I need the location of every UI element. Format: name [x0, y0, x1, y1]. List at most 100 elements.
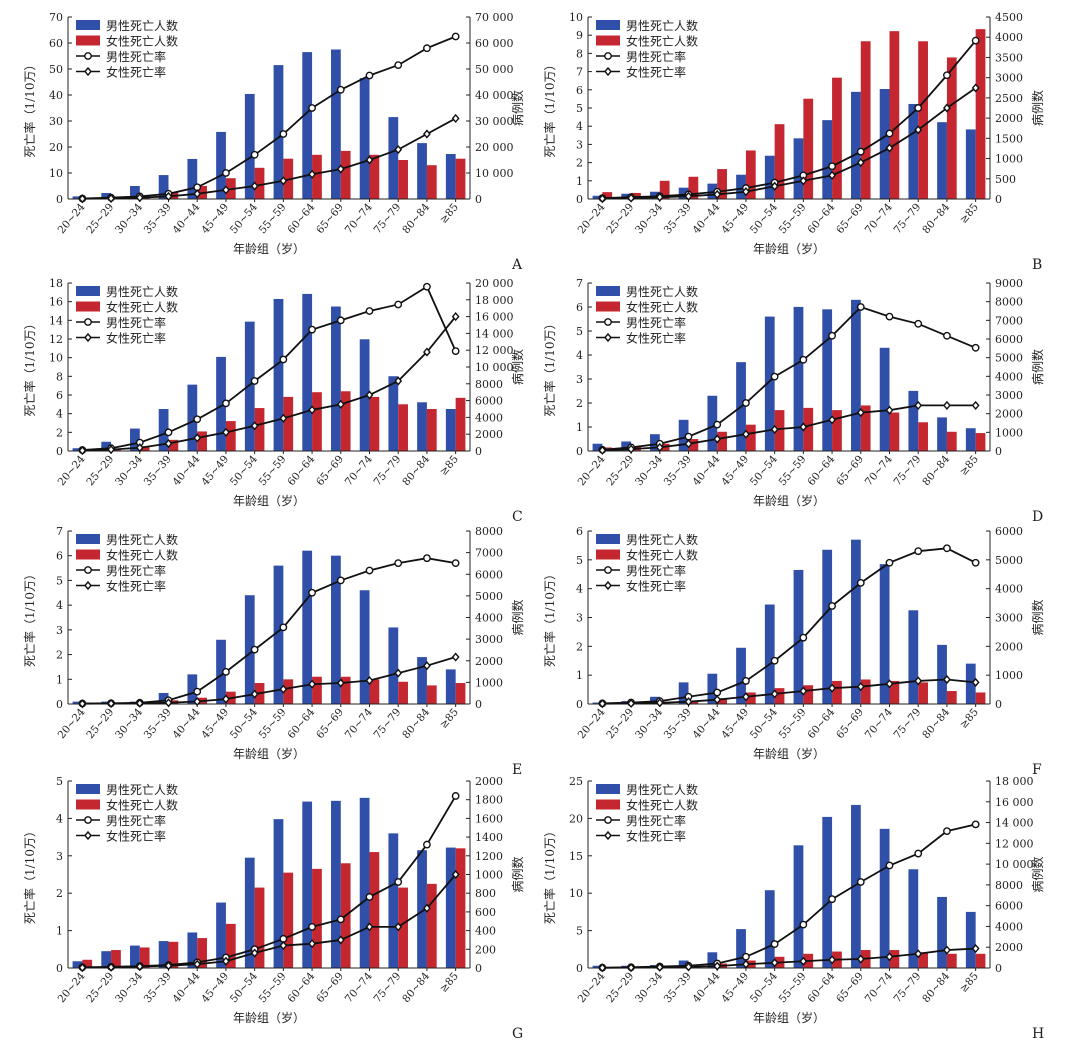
female-rate-point [828, 415, 836, 425]
right-tick-label: 1600 [475, 812, 503, 825]
female-rate-point [598, 445, 607, 455]
right-tick-label: 70 000 [475, 11, 514, 24]
x-tick-label: 35~39 [142, 453, 174, 488]
y-right-label: 病例数 [1030, 856, 1045, 892]
legend-label: 男性死亡人数 [626, 18, 698, 33]
panel-label: B [1032, 257, 1042, 273]
female-rate-point [250, 689, 259, 699]
female-rate-point [799, 686, 808, 696]
x-tick-label: 25~29 [84, 453, 116, 488]
legend-label: 女性死亡率 [626, 579, 686, 594]
x-tick-label: 35~39 [142, 201, 174, 236]
right-tick-label: 16 000 [995, 796, 1034, 809]
legend-label: 男性死亡人数 [106, 532, 178, 547]
female-deaths-bar [774, 688, 785, 704]
right-tick-label: 5000 [475, 590, 503, 603]
left-tick-label: 5 [56, 574, 63, 587]
female-deaths-bar [455, 397, 466, 451]
x-tick-label: 50~54 [748, 201, 780, 236]
right-tick-label: 20 000 [475, 277, 514, 290]
female-rate-point [742, 692, 750, 702]
legend-male-deaths-swatch [76, 20, 100, 30]
female-deaths-bar [774, 410, 785, 451]
male-deaths-bar [937, 896, 947, 968]
right-tick-label: 12 000 [995, 837, 1034, 850]
left-tick-label: 1 [576, 175, 583, 188]
x-axis-label: 年龄组（岁） [233, 241, 305, 256]
x-tick-label: 50~54 [228, 201, 260, 236]
x-tick-label: 20~24 [576, 453, 608, 488]
female-deaths-bar [860, 405, 871, 451]
male-rate-point [394, 61, 403, 69]
legend-label: 女性死亡率 [626, 829, 686, 844]
male-rate-point [713, 420, 722, 429]
female-rate-point [308, 939, 316, 949]
legend-female-deaths-swatch [596, 301, 620, 312]
legend-circle-marker [84, 816, 92, 824]
x-tick-label: 25~29 [604, 201, 636, 236]
male-rate-line [82, 35, 456, 200]
male-deaths-bar [621, 193, 632, 199]
x-tick-label: 25~29 [604, 453, 636, 488]
left-tick-label: 0 [56, 445, 63, 458]
male-rate-point [799, 633, 808, 642]
male-deaths-bar [331, 800, 341, 968]
left-tick-label: 7 [576, 66, 583, 79]
left-tick-label: 2 [576, 640, 583, 653]
female-rate-point [394, 376, 403, 386]
x-tick-label: 75~79 [891, 706, 923, 741]
y-left-label: 死亡率（1/10万） [22, 825, 37, 924]
male-rate-line [602, 40, 977, 199]
female-rate-line [82, 873, 457, 969]
panel-label: G [512, 1026, 523, 1042]
left-tick-label: 4 [56, 599, 63, 612]
female-deaths-bar [398, 160, 408, 199]
left-tick-label: 10 [569, 11, 583, 24]
male-deaths-bar [678, 419, 689, 451]
left-tick-label: 10 [49, 352, 63, 365]
left-tick-label: 0 [576, 445, 583, 458]
right-tick-label: 2000 [995, 640, 1023, 653]
x-tick-label: 80~84 [400, 453, 432, 488]
female-rate-point [164, 438, 173, 449]
male-rate-point [943, 331, 951, 340]
left-tick-label: 5 [576, 554, 583, 567]
legend-circle-marker [604, 52, 612, 60]
female-rate-point [885, 952, 894, 962]
female-rate-point [770, 181, 779, 191]
x-tick-label: 55~59 [777, 970, 809, 1005]
x-tick-label: 65~69 [834, 201, 866, 236]
legend-diamond-marker [604, 332, 612, 343]
male-rate-point [943, 71, 951, 80]
male-rate-point [394, 878, 403, 886]
female-deaths-bar [168, 941, 179, 968]
x-tick-label: 40~44 [690, 706, 722, 741]
female-deaths-bar [312, 676, 322, 704]
female-deaths-bar [688, 176, 699, 199]
x-tick-label: 75~79 [891, 970, 923, 1005]
right-tick-label: 2000 [995, 941, 1023, 954]
male-deaths-bar [158, 409, 169, 451]
left-tick-label: 1 [576, 669, 583, 682]
right-tick-label: 0 [475, 193, 482, 206]
male-deaths-bar [592, 195, 603, 199]
male-deaths-bar [822, 120, 833, 199]
left-tick-label: 40 [49, 89, 63, 102]
x-tick-label: 75~79 [891, 453, 923, 488]
x-axis-label: 年龄组（岁） [233, 1010, 305, 1025]
male-deaths-bar [72, 196, 83, 199]
x-tick-label: 35~39 [142, 706, 174, 741]
left-tick-label: 30 [49, 115, 63, 128]
female-rate-point [598, 963, 607, 973]
male-rate-point [451, 32, 460, 41]
female-rate-point [164, 961, 173, 971]
x-axis-label: 年龄组（岁） [753, 493, 825, 508]
x-tick-label: 50~54 [748, 970, 780, 1005]
male-deaths-bar [445, 154, 456, 199]
male-deaths-bar [359, 339, 370, 451]
right-tick-label: 3500 [995, 51, 1023, 64]
male-deaths-bar [388, 376, 399, 451]
left-tick-label: 60 [49, 37, 63, 50]
x-tick-label: 55~59 [777, 453, 809, 488]
female-deaths-bar [225, 923, 236, 968]
